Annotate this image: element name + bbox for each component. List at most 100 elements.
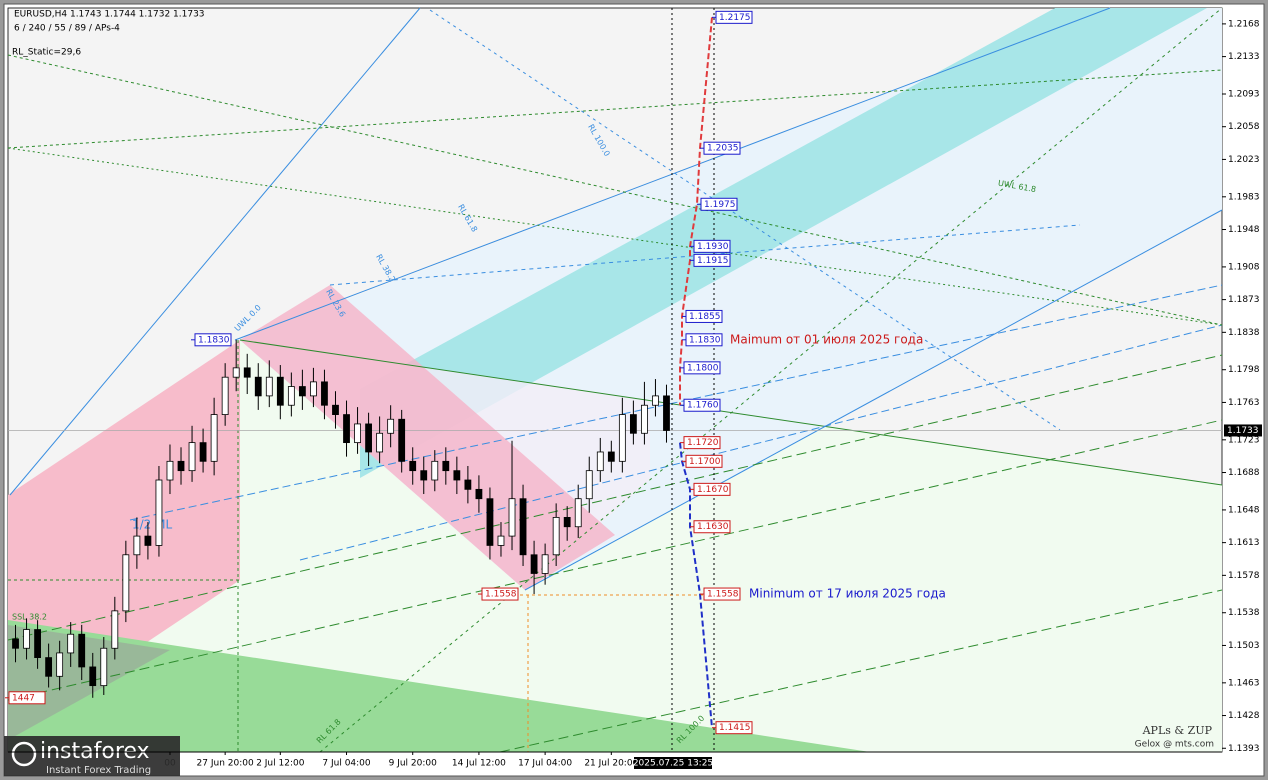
candle-body (321, 381, 328, 406)
y-tick-label: 1.2133 (1228, 52, 1260, 62)
line-label: SSL 38.2 (12, 613, 47, 622)
level-tag-label: 1.1720 (687, 438, 719, 448)
level-tag (685, 309, 723, 323)
candle-body (596, 451, 604, 472)
level-tag (715, 10, 753, 24)
candle-body (475, 488, 483, 500)
candle-body (78, 633, 86, 668)
candle-body (45, 657, 53, 677)
pivot-tag-label: 1447 (12, 693, 35, 703)
level-tag-label: 1.1760 (687, 401, 719, 411)
y-tick-label: 1.1428 (1228, 711, 1260, 721)
watermark-box (4, 736, 180, 776)
candle-body (409, 460, 417, 472)
y-tick-label: 1.1503 (1228, 641, 1260, 651)
candle-body (552, 516, 560, 556)
level-tag-label: 1.2035 (707, 144, 739, 154)
candle-body (254, 376, 262, 397)
pivot-tag-label: 1.1558 (485, 590, 517, 600)
candle-body (298, 386, 306, 397)
candle-body (243, 367, 251, 378)
candle-body (530, 554, 538, 574)
level-tag (703, 141, 741, 155)
candle-body (122, 554, 130, 612)
candle-body (486, 498, 494, 546)
y-tick-label: 1.1723 (1228, 435, 1260, 445)
chart-subtitle: 6 / 240 / 55 / 89 / APs-4 (14, 24, 120, 34)
level-tag-label: 1.1415 (719, 723, 751, 733)
y-tick-label: 1.1763 (1228, 398, 1260, 408)
candle-body (166, 460, 174, 481)
level-tag-label: 1.1630 (697, 522, 729, 532)
candle-body (574, 498, 582, 528)
watermark-tagline: Instant Forex Trading (46, 765, 151, 776)
candle-body (453, 470, 461, 481)
y-tick-label: 1.2093 (1228, 89, 1260, 99)
candle-body (431, 460, 439, 481)
pivot-tag (481, 587, 519, 601)
trend-line (7, 419, 1223, 701)
chart-title: EURUSD,H4 1.1743 1.1744 1.1732 1.1733 (14, 10, 205, 20)
y-tick-label: 1.2168 (1228, 19, 1260, 29)
level-tag-label: 1.1830 (689, 335, 721, 345)
candle-body (563, 516, 571, 528)
forecast-path (679, 442, 713, 728)
candle-body (387, 418, 395, 434)
candle-body (618, 414, 626, 462)
y-tick-label: 1.1688 (1228, 468, 1260, 478)
candle-body (652, 395, 659, 406)
x-tick-label: 21 Jul 20:00 (584, 759, 638, 769)
candle-body (67, 633, 75, 654)
y-tick-label: 1.1838 (1228, 328, 1260, 338)
price-tag (1224, 424, 1262, 437)
trend-line (7, 69, 1223, 149)
y-tick-label: 1.1908 (1228, 262, 1260, 272)
y-tick-label: 1.1948 (1228, 225, 1260, 235)
level-tag (683, 436, 721, 450)
cursor-time-box (634, 757, 712, 769)
y-tick-label: 1.1463 (1228, 678, 1260, 688)
level-tag (693, 239, 731, 253)
signature: Gelox @ mts.com (1135, 740, 1214, 750)
candle-body (332, 404, 339, 415)
pivot-tag (194, 333, 232, 347)
pivot-tag-label: 1.1830 (198, 335, 230, 345)
candle-body (641, 404, 648, 434)
x-tick-label: 9 Jul 20:00 (389, 759, 438, 769)
candle-body (232, 367, 240, 378)
zone-green-light (8, 340, 1222, 752)
level-tag-label: 1.1975 (704, 200, 736, 210)
candle-body (34, 629, 41, 658)
trend-line (319, 7, 1223, 753)
level-tag-label: 1.1700 (689, 457, 721, 467)
candle-body (111, 610, 119, 649)
candle-body (89, 666, 97, 687)
y-tick-label: 1.1613 (1228, 538, 1260, 548)
level-tag-label: 1.1800 (687, 363, 719, 373)
candle-body (188, 442, 196, 472)
candle-body (585, 470, 593, 500)
candle-body (144, 535, 152, 546)
cursor-time: 2025.07.25 13:25 (633, 759, 713, 769)
trend-line (429, 9, 1061, 431)
candle-body (497, 535, 505, 546)
candle-body (100, 647, 108, 687)
candle-body (420, 470, 428, 481)
candle-body (265, 376, 273, 397)
trend-line (499, 589, 1223, 753)
level-tag (703, 587, 741, 601)
level-tag (693, 520, 731, 534)
price-tag-label: 1.1733 (1227, 426, 1259, 436)
level-tag-label: 1.1558 (707, 590, 739, 600)
signature: APLs & ZUP (1142, 724, 1213, 737)
trend-line (7, 354, 1223, 641)
pivot-tag (8, 691, 46, 705)
candle-body (199, 442, 207, 462)
x-tick-label: 7 Jul 04:00 (322, 759, 371, 769)
candle-body (607, 451, 615, 462)
candle-body (221, 376, 229, 415)
candle-body (343, 414, 350, 444)
trend-line (129, 284, 1223, 521)
